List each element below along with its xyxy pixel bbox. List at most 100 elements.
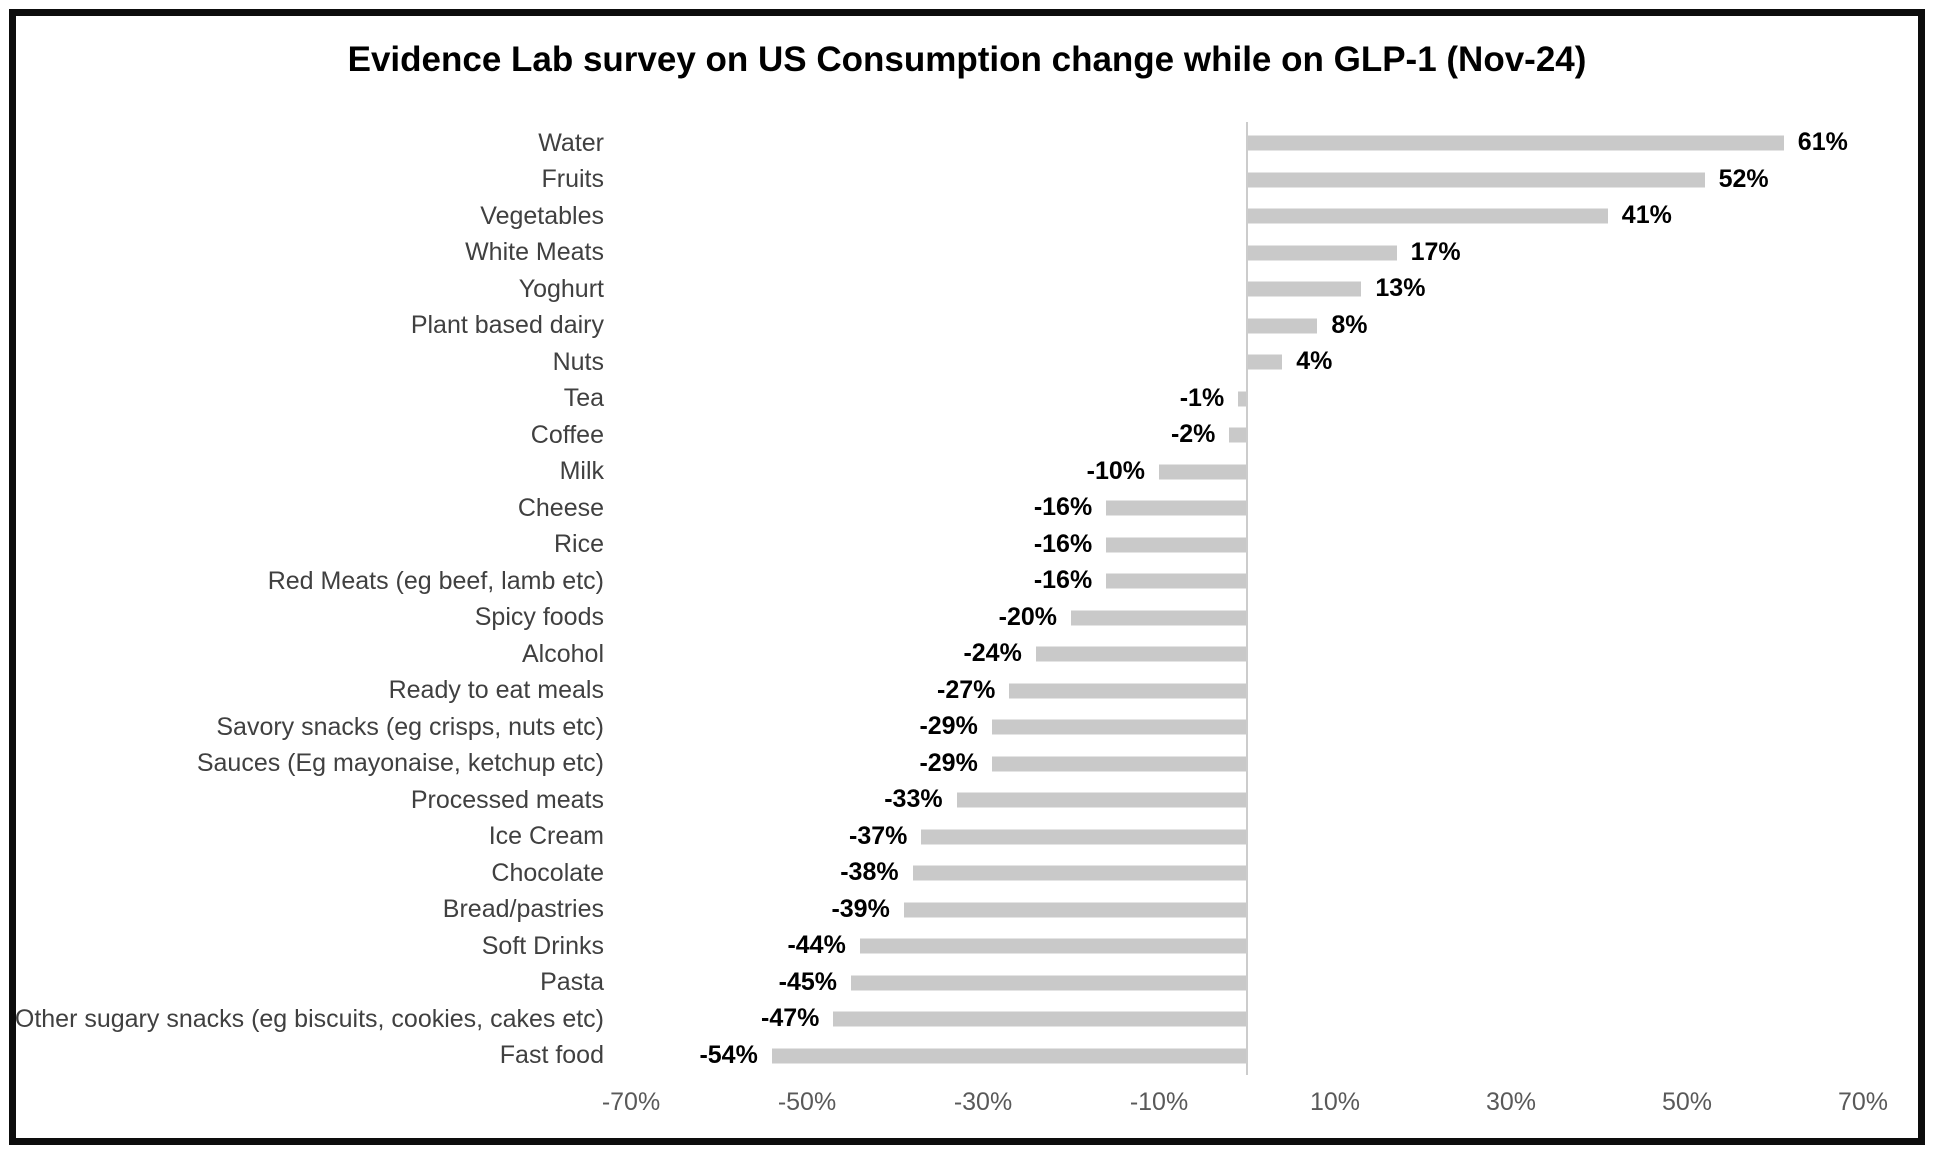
bar-row: Alcohol -24% [16,636,1918,673]
category-label: Vegetables [16,198,616,235]
category-label: Other sugary snacks (eg biscuits, cookie… [14,1001,616,1038]
bar [956,792,1247,808]
bar [859,938,1247,954]
value-label: -54% [699,1040,758,1069]
bar [1106,500,1247,516]
category-label: Ready to eat meals [16,673,616,710]
value-label: -16% [1033,493,1093,522]
value-label: -16% [1033,529,1093,558]
value-label: -37% [849,821,908,850]
category-label-text: Fast food [499,1041,604,1070]
category-label: Cheese [16,490,616,527]
category-label: Rice [16,527,616,564]
category-label-text: Tea [563,384,604,413]
category-label: Fast food [16,1038,616,1075]
category-label-text: Soft Drinks [481,931,604,960]
category-label-text: Chocolate [491,858,604,887]
category-label: Processed meats [16,782,616,819]
category-label-text: Rice [553,530,604,559]
bar-chart: Evidence Lab survey on US Consumption ch… [14,16,1918,1138]
x-tick-label: -10% [1129,1088,1189,1116]
value-label: 8% [1331,310,1368,339]
bar-row: Pasta -45% [16,965,1918,1002]
value-label: -1% [1179,383,1225,412]
category-label-text: Vegetables [480,201,604,230]
x-tick-label: 30% [1485,1088,1537,1116]
bar-row: Ice Cream -37% [16,819,1918,856]
category-label-text: Other sugary snacks (eg biscuits, cookie… [14,1004,604,1033]
category-label: Milk [16,454,616,491]
value-label: 17% [1410,237,1461,266]
value-label: -20% [998,602,1057,631]
value-label: -29% [919,712,978,741]
category-label: Red Meats (eg beef, lamb etc) [16,563,616,600]
bar-track: -16% [631,563,1863,600]
x-tick-label: 10% [1309,1088,1361,1116]
value-label: 41% [1621,201,1672,230]
category-label-text: Fruits [541,165,605,194]
x-axis: -70% -50% -30% -10% 10% 30% 50% 70% [602,1088,1888,1118]
category-label: Coffee [16,417,616,454]
bar-row: Fruits 52% [16,162,1918,199]
bar-row: Other sugary snacks (eg biscuits, cookie… [14,1001,1918,1038]
bar [1071,610,1247,626]
x-tick-label: 50% [1661,1088,1713,1116]
bar [1159,464,1247,480]
bar-row: Tea -1% [16,381,1918,418]
value-label: 13% [1375,274,1426,303]
category-label-text: Plant based dairy [410,311,604,340]
value-label: -39% [831,894,890,923]
bar-track: 13% [631,271,1863,308]
bar [991,756,1247,772]
bar-row: Nuts 4% [16,344,1918,381]
category-label-text: Bread/pastries [442,895,604,924]
bar [1106,573,1247,589]
bar [1229,427,1247,443]
bar-track: 52% [631,162,1863,199]
bar-row: Rice -16% [16,527,1918,564]
category-label: Pasta [16,965,616,1002]
bar [912,865,1247,881]
bar [771,1048,1247,1064]
bar [1009,683,1247,699]
bar-track: -45% [631,965,1863,1002]
bar [1106,537,1247,553]
bar [851,975,1247,991]
bar [833,1011,1247,1027]
bar-row: Sauces (Eg mayonaise, ketchup etc) -29% [16,746,1918,783]
bar [903,902,1247,918]
bar-row: Soft Drinks -44% [16,928,1918,965]
category-label: Tea [16,381,616,418]
category-label-text: Sauces (Eg mayonaise, ketchup etc) [196,749,604,778]
bar-row: Bread/pastries -39% [16,892,1918,929]
bar-track: -27% [631,673,1863,710]
bar-row: Chocolate -38% [16,855,1918,892]
bar [1247,245,1397,261]
bar-track: -24% [631,636,1863,673]
value-label: -29% [919,748,978,777]
category-label-text: Water [538,128,604,157]
value-label: -27% [937,675,996,704]
x-tick-label: -70% [601,1088,661,1116]
bar-row: Milk -10% [16,454,1918,491]
category-label-text: Coffee [530,420,604,449]
value-label: -10% [1086,456,1146,485]
bar-row: Coffee -2% [16,417,1918,454]
bar [1238,391,1247,407]
bar-row: Spicy foods -20% [16,600,1918,637]
bar-row: Fast food -54% [16,1038,1918,1075]
bar-track: -33% [631,782,1863,819]
bar [1247,281,1362,297]
category-label: Spicy foods [16,600,616,637]
bar [1247,208,1608,224]
category-label-text: Processed meats [410,785,604,814]
bar [1035,646,1247,662]
category-label: Water [16,125,616,162]
category-label: White Meats [16,235,616,272]
category-label-text: Red Meats (eg beef, lamb etc) [267,566,604,595]
bar-track: -16% [631,527,1863,564]
bar-track: -47% [631,1001,1863,1038]
category-label: Soft Drinks [16,928,616,965]
category-label-text: Savory snacks (eg crisps, nuts etc) [216,712,604,741]
chart-title: Evidence Lab survey on US Consumption ch… [347,40,1587,79]
